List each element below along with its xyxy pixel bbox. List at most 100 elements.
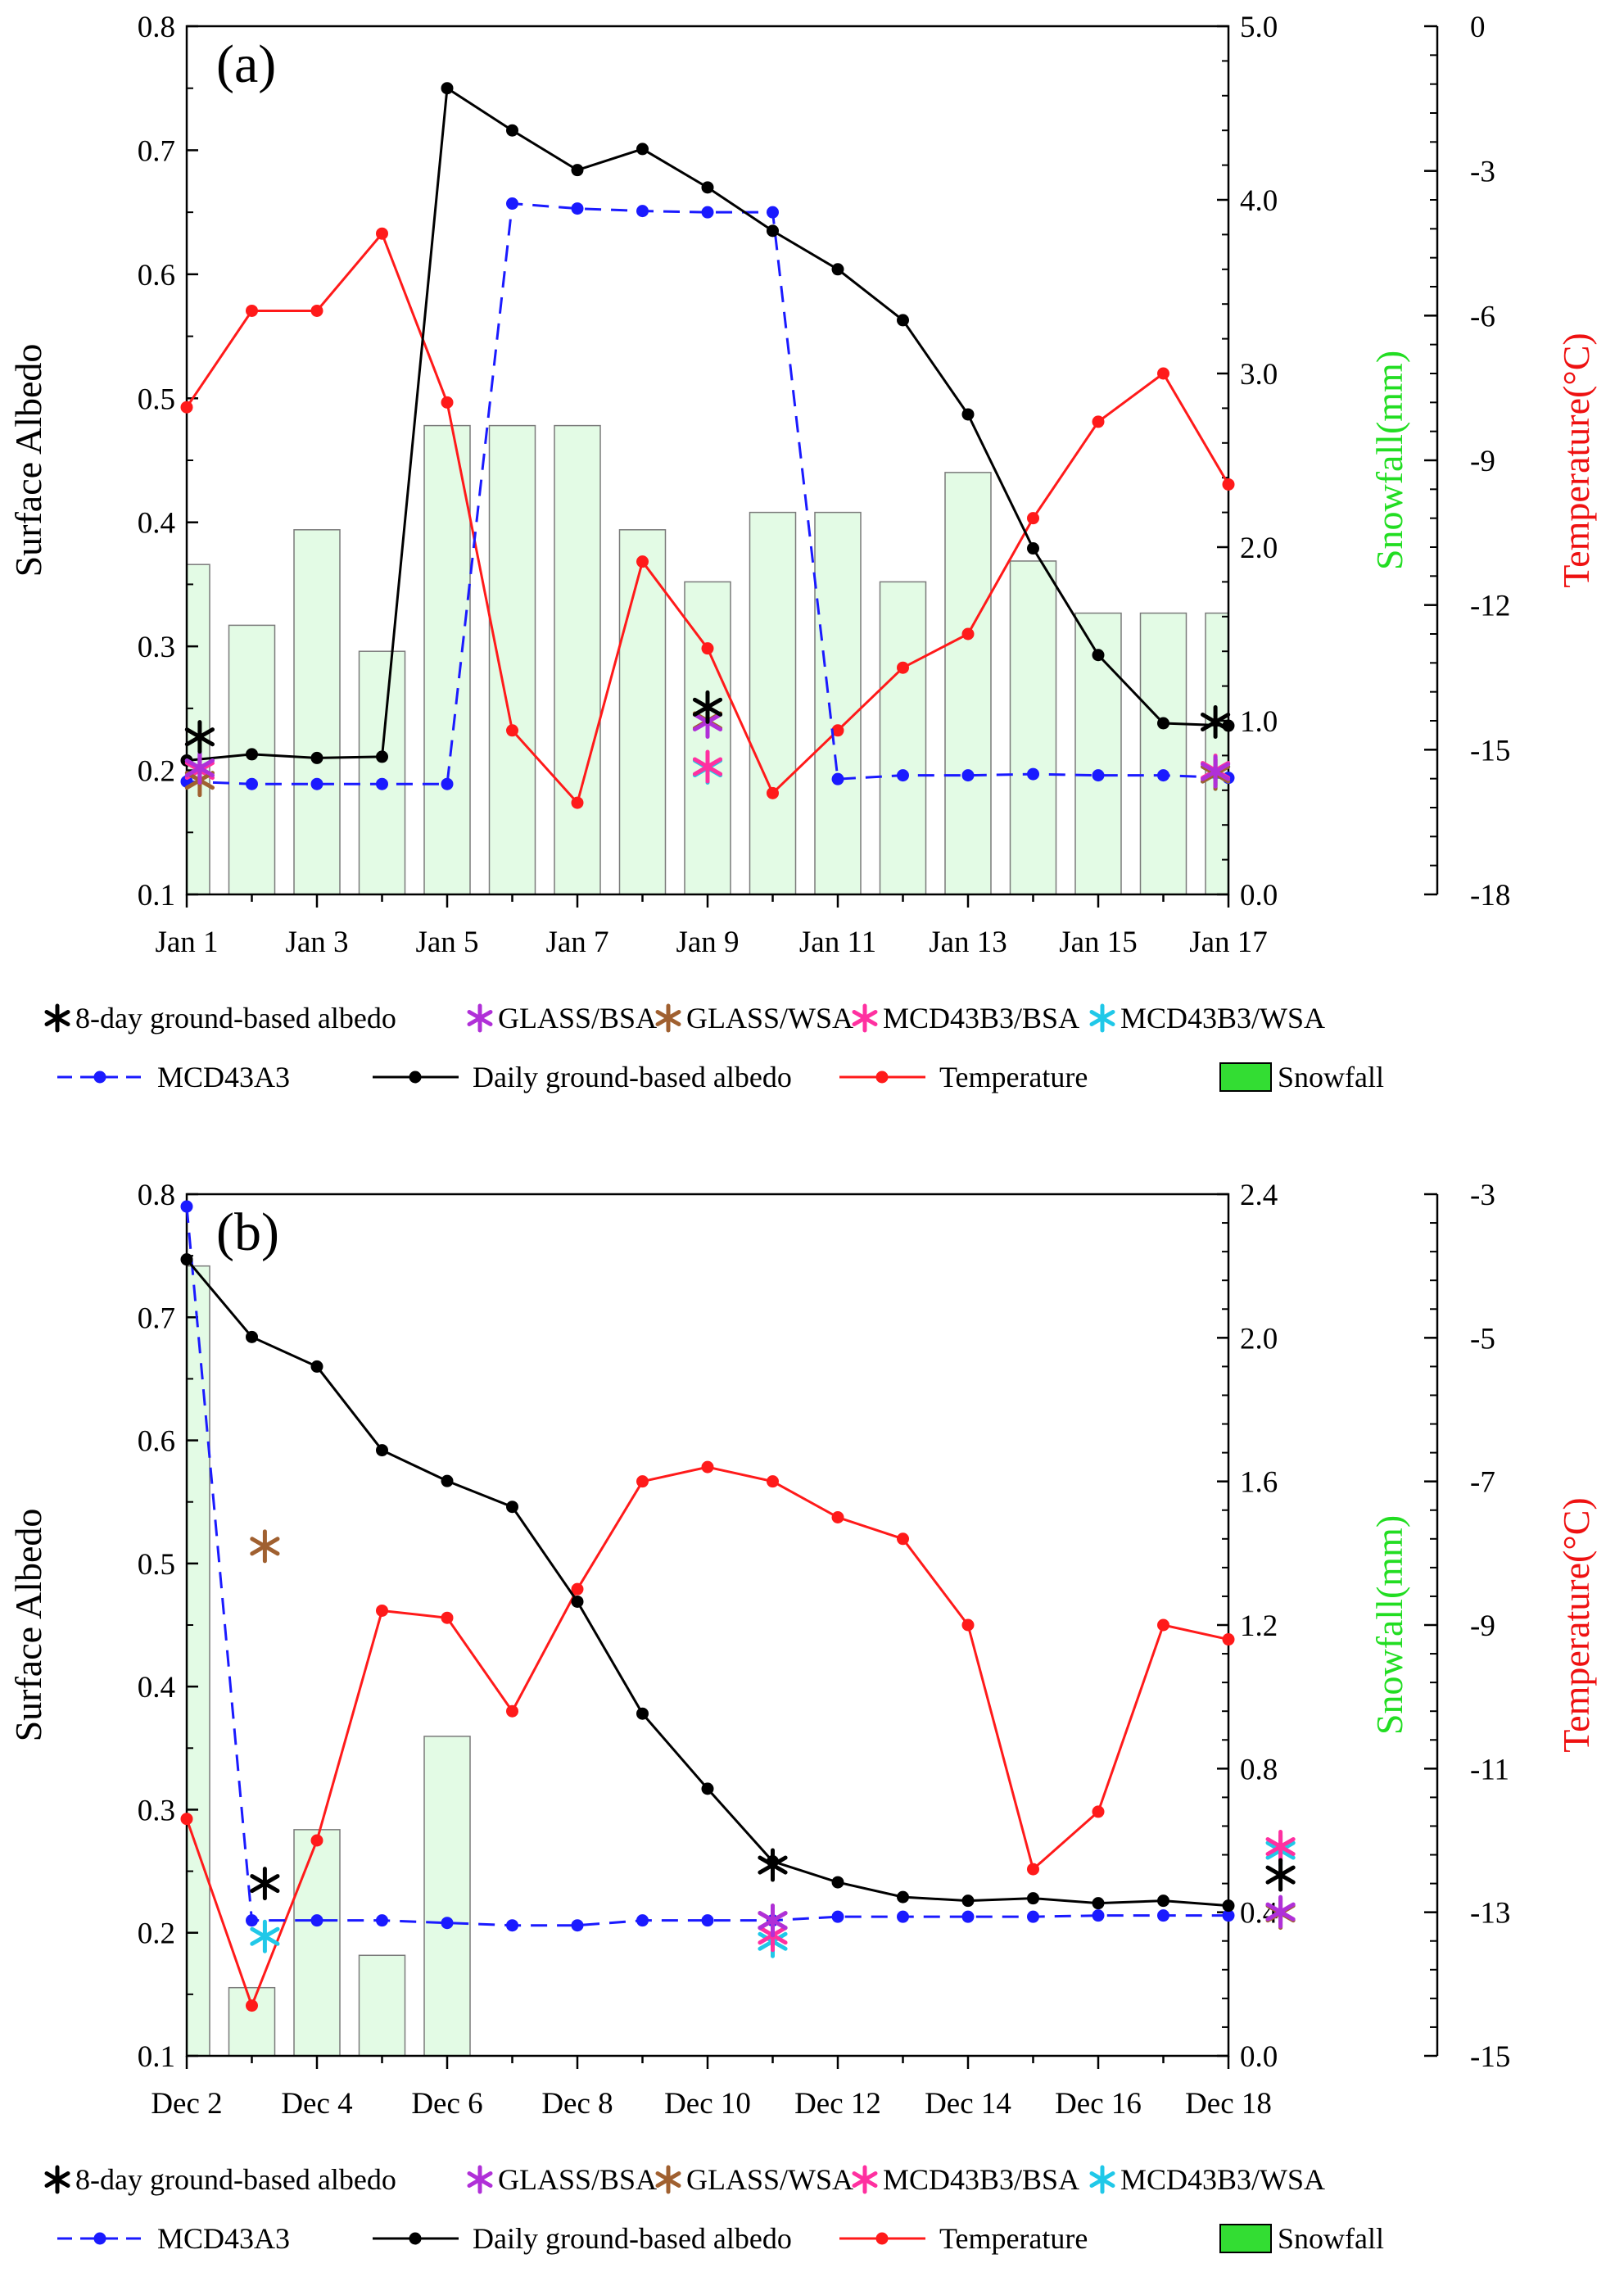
mcd43a3-point [441, 777, 454, 790]
legend-temperature-dot [875, 1071, 889, 1084]
snow-tick-label: 0.0 [1240, 879, 1278, 912]
snow-tick-label: 2.0 [1240, 1322, 1278, 1356]
snowfall-bar [879, 581, 927, 895]
mcd43a3-point [506, 197, 518, 210]
legend-mcd43a3-label: MCD43A3 [157, 2222, 290, 2255]
y-tick-label: 0.8 [138, 11, 175, 44]
y-tick-label: 0.5 [138, 1548, 175, 1582]
x-tick-label: Dec 4 [281, 2087, 352, 2121]
mcd43a3-point [376, 1914, 388, 1927]
legend-mcd43a3-label: MCD43A3 [157, 1061, 290, 1093]
temperature-point [1157, 367, 1169, 380]
temperature-point [441, 396, 454, 409]
y-tick-label: 0.5 [138, 383, 175, 416]
legend-albedo_daily-label: Daily ground-based albedo [473, 2222, 792, 2255]
daily-albedo-point [310, 1360, 323, 1373]
legend-glass_bsa-icon [467, 1003, 493, 1033]
temp-tick-label: -18 [1470, 879, 1510, 912]
temperature-point [767, 1475, 779, 1488]
mcd_wsa-marker-stroke [250, 1926, 280, 1946]
x-tick-label: Dec 10 [664, 2087, 751, 2121]
y-tick-label: 0.8 [138, 1179, 175, 1212]
temperature-point [1157, 1618, 1169, 1632]
legend-temperature-label: Temperature [939, 2222, 1088, 2255]
ground8-marker-stroke [184, 727, 215, 747]
daily-albedo-point [1157, 717, 1169, 730]
mcd43a3-point [1092, 769, 1105, 782]
temperature-point [441, 1611, 454, 1624]
legend-snowfall-icon [1219, 1062, 1272, 1092]
daily-albedo-point [246, 1330, 258, 1343]
temp-tick-label: -7 [1470, 1466, 1495, 1500]
legend-ground8-label: 8-day ground-based albedo [75, 1002, 396, 1034]
legend-ground8-icon-stroke [44, 1010, 70, 1026]
y-tick-label: 0.1 [138, 879, 175, 912]
legend-a: 8-day ground-based albedo GLASS/BSA GLASS/… [44, 1002, 1384, 1093]
ground8-marker-stroke [692, 697, 723, 717]
ground8-marker-stroke [1201, 713, 1231, 732]
legend-mcd_bsa-icon [852, 1003, 878, 1033]
daily-albedo-point [180, 1253, 193, 1266]
legend-glass_wsa-icon [655, 2165, 681, 2194]
snowfall-bar [293, 1829, 341, 2057]
y-tick-label: 0.6 [138, 1425, 175, 1459]
daily-albedo-point [767, 224, 779, 238]
glass_bsa-marker-stroke [1265, 1902, 1296, 1922]
temperature-point [961, 1618, 975, 1632]
snow-tick-label: 4.0 [1240, 184, 1278, 218]
panel-b: 0.1 0.2 0.3 0.4 0.5 0.6 0.7 0.8 0.0 0.4 0.8 1.2 1.6 2… [7, 1179, 1597, 2121]
mcd_bsa-marker [1265, 1830, 1296, 1864]
legend-glass_wsa-icon [655, 1003, 681, 1033]
mcd43a3-point [636, 1914, 649, 1927]
daily-albedo-point [310, 751, 323, 764]
legend-glass_bsa-icon-stroke [467, 1010, 493, 1026]
ground8-marker [1265, 1858, 1296, 1892]
temperature-axis-title: Temperature(°C) [1555, 1497, 1597, 1752]
x-tick-label: Jan 3 [285, 926, 348, 959]
temperature-point [571, 1582, 584, 1596]
legend-glass_bsa-icon-stroke [467, 2171, 493, 2188]
daily-albedo-point [506, 1501, 518, 1514]
y-tick-label: 0.1 [138, 2040, 175, 2074]
y-tick-label: 0.7 [138, 134, 175, 168]
daily-albedo-point [701, 181, 714, 194]
snowfall-bar [358, 650, 406, 895]
temp-tick-label: -12 [1470, 590, 1510, 623]
x-tick-label: Dec 16 [1055, 2087, 1142, 2121]
glass_bsa-marker [1201, 754, 1231, 789]
mcd43a3-point [571, 202, 584, 215]
legend-glass_wsa-icon-stroke [655, 1010, 681, 1026]
snowfall-bar [1205, 612, 1229, 895]
temperature-point [1092, 1805, 1105, 1818]
mcd43a3-point [897, 769, 909, 782]
x-tick-label: Dec 18 [1185, 2087, 1272, 2121]
mcd43a3-point [831, 1910, 844, 1923]
daily-albedo-point [1157, 1894, 1169, 1908]
snowfall-bar [1139, 612, 1187, 895]
temp-tick-label: -5 [1470, 1322, 1495, 1356]
snowfall-bar [944, 472, 992, 895]
legend-mcd43a3-dot [93, 2232, 106, 2245]
y-tick-label: 0.3 [138, 631, 175, 664]
legend-ground8-icon [44, 1003, 70, 1033]
y-tick-label: 0.6 [138, 259, 175, 292]
glass_wsa-marker-stroke [250, 1537, 280, 1556]
glass_bsa-marker [1265, 1894, 1296, 1929]
mcd43a3-point [246, 777, 258, 790]
snowfall-bar [186, 1265, 210, 2057]
y-tick-label: 0.3 [138, 1794, 175, 1827]
mcd43a3-point [1157, 769, 1169, 782]
temperature-axis-title: Temperature(°C) [1555, 333, 1597, 587]
daily-albedo-point [636, 143, 649, 156]
legend-albedo_daily-dot [409, 1071, 422, 1084]
legend-temperature-label: Temperature [939, 1061, 1088, 1093]
mcd43a3-line [185, 1206, 1228, 1927]
temperature-point [180, 1813, 193, 1826]
temperature-point [897, 1532, 909, 1546]
ground8-marker [1201, 705, 1231, 740]
glass_bsa-marker [184, 751, 215, 785]
mcd43a3-line [186, 201, 1229, 785]
glass_bsa-marker-stroke [758, 1911, 788, 1931]
daily-albedo-point [376, 1444, 388, 1457]
x-tick-label: Dec 2 [151, 2087, 222, 2121]
